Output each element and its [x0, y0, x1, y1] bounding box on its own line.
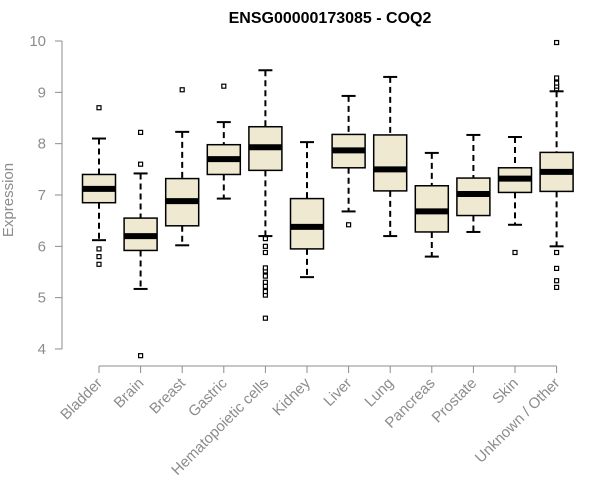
- x-tick-label: Bladder: [57, 375, 106, 424]
- outlier-point: [553, 80, 560, 86]
- outlier-point: [138, 161, 144, 167]
- y-tick-label: 5: [38, 290, 46, 307]
- box-group: [164, 87, 200, 247]
- x-tick-label: Brain: [111, 375, 148, 412]
- outlier-point: [262, 315, 268, 321]
- x-tick-label: Skin: [489, 375, 522, 408]
- outlier-point: [553, 249, 560, 256]
- outlier-point: [96, 261, 102, 267]
- box-group: [123, 129, 158, 359]
- x-tick-label: Prostate: [429, 375, 481, 427]
- y-tick-label: 4: [38, 341, 46, 358]
- outlier-point: [512, 249, 518, 256]
- y-axis-label: Expression: [0, 163, 17, 237]
- y-tick-label: 8: [38, 136, 46, 153]
- box-group: [456, 133, 491, 233]
- outlier-point: [262, 265, 268, 271]
- box-group: [289, 141, 325, 279]
- box-group: [331, 94, 366, 228]
- y-tick-label: 10: [29, 33, 46, 50]
- outlier-point: [553, 278, 560, 284]
- outlier-point: [262, 236, 268, 242]
- x-tick-label: Liver: [320, 375, 355, 410]
- x-tick-label: Lung: [361, 375, 397, 411]
- outlier-point: [138, 129, 144, 135]
- outlier-point: [262, 243, 268, 249]
- box-body: [372, 134, 408, 192]
- outlier-point: [262, 283, 268, 289]
- box-group: [414, 151, 450, 258]
- outlier-point: [96, 246, 102, 252]
- outlier-point: [553, 284, 560, 290]
- y-tick-label: 9: [38, 84, 46, 101]
- outlier-point: [262, 273, 268, 279]
- box-group: [206, 83, 242, 200]
- outlier-point: [346, 222, 352, 228]
- y-axis: 4 5 6 7 8 9 10: [29, 33, 63, 358]
- box-series: [81, 39, 574, 359]
- outlier-point: [221, 83, 227, 89]
- box-group: [248, 69, 283, 321]
- x-tick-label: Kidney: [269, 374, 314, 419]
- box-group: [497, 135, 533, 256]
- box-body: [289, 197, 325, 250]
- outlier-point: [96, 105, 102, 111]
- outlier-point: [179, 87, 185, 93]
- outlier-point: [553, 75, 560, 81]
- outlier-point: [553, 39, 560, 46]
- outlier-point: [262, 249, 268, 256]
- outlier-point: [96, 254, 102, 260]
- x-tick-label: Breast: [146, 374, 189, 417]
- box-group: [539, 39, 574, 290]
- y-tick-label: 7: [38, 187, 46, 204]
- chart-title: ENSG00000173085 - COQ2: [229, 10, 432, 27]
- outlier-point: [553, 265, 560, 272]
- y-tick-label: 6: [38, 238, 46, 255]
- box-group: [81, 105, 117, 267]
- outlier-point: [262, 279, 268, 285]
- box-group: [372, 75, 408, 238]
- outlier-point: [138, 353, 144, 359]
- outlier-point: [262, 288, 268, 295]
